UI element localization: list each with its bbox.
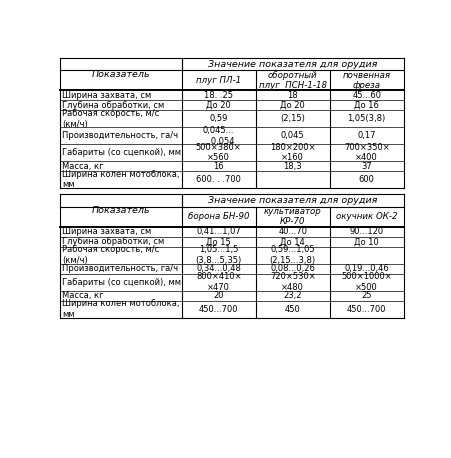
Text: 0,41...1,07: 0,41...1,07 xyxy=(196,227,240,236)
Text: культиватор
КР-70: культиватор КР-70 xyxy=(263,207,321,226)
Text: Производительность, га/ч: Производительность, га/ч xyxy=(62,131,178,140)
Text: 0,045...
...0,054: 0,045... ...0,054 xyxy=(202,126,234,146)
Text: 450...700: 450...700 xyxy=(346,305,386,314)
Text: 500×380×
×560: 500×380× ×560 xyxy=(195,143,241,163)
Text: 45...60: 45...60 xyxy=(351,91,380,100)
Text: 1,05...1,5
(3,8...5,35): 1,05...1,5 (3,8...5,35) xyxy=(195,245,241,265)
Text: 16: 16 xyxy=(213,162,224,171)
Text: 18,3: 18,3 xyxy=(283,162,301,171)
Text: 18: 18 xyxy=(287,91,297,100)
Text: борона БН-90: борона БН-90 xyxy=(188,212,249,221)
Text: 1,05(3,8): 1,05(3,8) xyxy=(347,114,385,123)
Text: 0,17: 0,17 xyxy=(357,131,375,140)
Text: 0,59: 0,59 xyxy=(209,114,227,123)
Text: Ширина захвата, см: Ширина захвата, см xyxy=(62,91,151,100)
Text: Глубина обработки, см: Глубина обработки, см xyxy=(62,237,164,246)
Text: 25: 25 xyxy=(361,291,371,300)
Text: 40...70: 40...70 xyxy=(278,227,307,236)
Text: 90...120: 90...120 xyxy=(349,227,383,236)
Text: 20: 20 xyxy=(213,291,224,300)
Text: Значение показателя для орудия: Значение показателя для орудия xyxy=(207,196,377,205)
Text: 600. . .700: 600. . .700 xyxy=(196,175,241,184)
Text: Глубина обработки, см: Глубина обработки, см xyxy=(62,101,164,110)
Text: окучник ОК-2: окучник ОК-2 xyxy=(335,212,396,221)
Text: 600: 600 xyxy=(358,175,374,184)
Text: До 16: До 16 xyxy=(354,101,378,110)
Text: Масса, кг: Масса, кг xyxy=(62,162,103,171)
Text: Значение показателя для орудия: Значение показателя для орудия xyxy=(207,60,377,69)
Text: Масса, кг: Масса, кг xyxy=(62,291,103,300)
Text: (2,15): (2,15) xyxy=(280,114,304,123)
Text: До 10: До 10 xyxy=(354,237,378,246)
Text: До 15: До 15 xyxy=(206,237,230,246)
Text: Показатель: Показатель xyxy=(91,70,150,79)
Text: 18. .25: 18. .25 xyxy=(204,91,233,100)
Text: плуг ПЛ-1: плуг ПЛ-1 xyxy=(196,76,241,85)
Text: 0,19...0,46: 0,19...0,46 xyxy=(344,264,388,273)
Text: Габариты (со сцепкой), мм: Габариты (со сцепкой), мм xyxy=(62,148,180,157)
Text: 720×530×
×480: 720×530× ×480 xyxy=(269,273,315,292)
Text: почвенная
фреза: почвенная фреза xyxy=(342,71,390,90)
Text: 0,59...1,05
(2,15...3,8): 0,59...1,05 (2,15...3,8) xyxy=(269,245,315,265)
Text: Ширина колен мотоблока,
мм: Ширина колен мотоблока, мм xyxy=(62,170,179,190)
Text: 23,2: 23,2 xyxy=(283,291,301,300)
Text: До 20: До 20 xyxy=(280,101,304,110)
Text: Показатель: Показатель xyxy=(91,206,150,215)
Text: Рабочая скорость, м/с
(км/ч): Рабочая скорость, м/с (км/ч) xyxy=(62,245,159,265)
Text: До 14: До 14 xyxy=(280,237,304,246)
Text: Производительность, га/ч: Производительность, га/ч xyxy=(62,264,178,273)
Text: 450...700: 450...700 xyxy=(198,305,238,314)
Text: 0,045: 0,045 xyxy=(280,131,304,140)
Text: 500×1000×
×500: 500×1000× ×500 xyxy=(341,273,391,292)
Text: 0,34...0,48: 0,34...0,48 xyxy=(196,264,241,273)
Text: оборотный
плуг  ПСН-1-18: оборотный плуг ПСН-1-18 xyxy=(258,71,326,90)
Text: 37: 37 xyxy=(360,162,371,171)
Text: До 20: До 20 xyxy=(206,101,230,110)
Text: 450: 450 xyxy=(284,305,300,314)
Text: Ширина захвата, см: Ширина захвата, см xyxy=(62,227,151,236)
Text: 0,08...0,26: 0,08...0,26 xyxy=(270,264,314,273)
Text: 800×410×
×470: 800×410× ×470 xyxy=(195,273,241,292)
Text: Габариты (со сцепкой), мм: Габариты (со сцепкой), мм xyxy=(62,278,180,287)
Text: 700×350×
×400: 700×350× ×400 xyxy=(343,143,389,163)
Text: Ширина колен мотоблока,
мм: Ширина колен мотоблока, мм xyxy=(62,300,179,319)
Text: 180×200×
×160: 180×200× ×160 xyxy=(269,143,315,163)
Text: Рабочая скорость, м/с
(км/ч): Рабочая скорость, м/с (км/ч) xyxy=(62,109,159,129)
